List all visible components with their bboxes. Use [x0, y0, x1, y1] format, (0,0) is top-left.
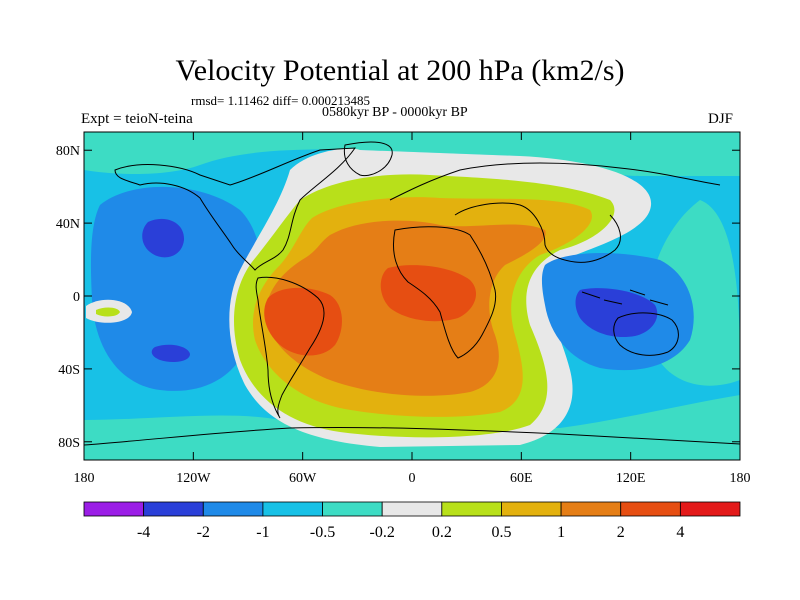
contour-fill-layer — [84, 132, 740, 460]
colorbar-label: -1 — [256, 524, 269, 541]
x-axis-ticks: 180 120W 60W 0 60E 120E 180 — [74, 132, 751, 486]
field-west-pacific-dark-blue-b — [151, 344, 190, 362]
colorbar-label: -2 — [197, 524, 210, 541]
colorbar-swatch — [202, 501, 264, 517]
chart-title: Velocity Potential at 200 hPa (km2/s) — [175, 54, 625, 87]
coast-indonesia — [581, 289, 669, 306]
experiment-label: Expt = teioN-teina — [81, 111, 193, 127]
coast-north-america — [114, 147, 356, 271]
x-tick-label: 60E — [510, 471, 533, 486]
colorbar-label: -0.2 — [370, 524, 395, 541]
colorbar-label: 0.5 — [491, 524, 511, 541]
coast-south-america — [255, 276, 325, 419]
x-tick-label: 180 — [74, 471, 95, 486]
colorbar-swatch — [441, 501, 502, 517]
colorbar-swatch — [381, 501, 443, 517]
field-positive-red-east — [380, 265, 477, 322]
colorbar: -4 -2 -1 -0.5 -0.2 0.2 0.5 1 2 4 — [83, 501, 741, 541]
coast-australia — [613, 312, 679, 356]
colorbar-label: 2 — [617, 524, 625, 541]
coast-greenland — [343, 141, 393, 177]
colorbar-swatch — [501, 501, 562, 517]
colorbar-label: 1 — [557, 524, 565, 541]
coast-antarctica — [84, 426, 740, 446]
x-tick-label: 60W — [289, 471, 317, 486]
colorbar-swatch — [620, 501, 681, 517]
colorbar-swatch — [560, 501, 622, 517]
colorbar-label: 4 — [676, 524, 684, 541]
colorbar-label: 0.2 — [432, 524, 452, 541]
coast-europe-asia — [389, 162, 721, 263]
y-tick-label: 80N — [56, 144, 80, 159]
field-pacific-pocket-core — [96, 307, 120, 317]
stats-line: rmsd= 1.11462 diff= 0.000213485 — [191, 93, 370, 108]
colorbar-swatch — [143, 501, 204, 517]
colorbar-label: -0.5 — [310, 524, 335, 541]
colorbar-label: -4 — [137, 524, 150, 541]
y-tick-label: 40N — [56, 217, 80, 232]
colorbar-swatch — [262, 501, 323, 517]
y-axis-ticks: 80N 40N 0 40S 80S — [56, 144, 740, 451]
field-west-pacific-dark-blue-a — [142, 218, 185, 258]
y-tick-label: 0 — [73, 290, 80, 305]
colorbar-swatch — [322, 501, 383, 517]
field-west-pacific-blue — [90, 186, 262, 391]
x-tick-label: 180 — [730, 471, 751, 486]
x-tick-label: 0 — [409, 471, 416, 486]
colorbar-swatch — [83, 501, 145, 517]
y-tick-label: 80S — [58, 436, 80, 451]
y-tick-label: 40S — [58, 363, 80, 378]
x-tick-label: 120E — [616, 471, 646, 486]
period-line: 0580kyr BP - 0000kyr BP — [322, 105, 468, 120]
x-tick-label: 120W — [176, 471, 211, 486]
field-indo-dark-blue — [575, 288, 658, 338]
colorbar-swatch — [679, 501, 741, 517]
coast-africa — [393, 226, 497, 359]
season-label: DJF — [708, 111, 734, 127]
coastlines — [84, 141, 740, 446]
